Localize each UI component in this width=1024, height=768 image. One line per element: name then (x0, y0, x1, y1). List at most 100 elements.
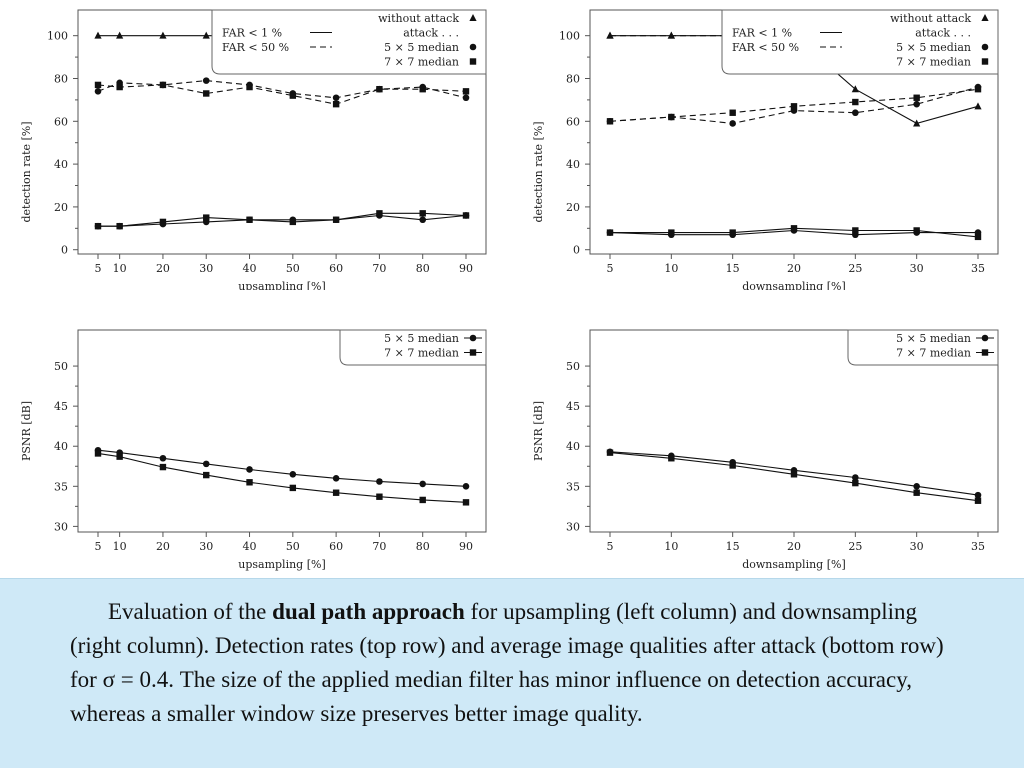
x-tick-label: 20 (787, 540, 801, 553)
data-point (419, 496, 426, 504)
x-axis-label: upsampling [%] (238, 558, 326, 571)
chart-svg: 30 35 40 45 50 5 10 20 30 40 50 60 70 80 90 upsampling … (20, 329, 487, 571)
series-3 (94, 212, 470, 230)
x-tick-label: 30 (910, 262, 924, 275)
x-tick-label: 20 (156, 262, 170, 275)
y-tick-label: 40 (54, 158, 68, 171)
x-tick-label: 5 (607, 540, 614, 553)
data-point (203, 471, 210, 479)
legend-far-label: FAR < 1 % (732, 27, 792, 40)
legend-far-label: FAR < 50 % (222, 41, 289, 54)
data-point (419, 85, 426, 93)
data-point (289, 470, 297, 478)
data-point (852, 474, 859, 481)
data-point (202, 31, 210, 39)
data-point (606, 229, 614, 236)
y-axis-label: detection rate [%] (20, 121, 33, 222)
x-tick-label: 10 (113, 540, 127, 553)
legend-label: 7 × 7 median (384, 56, 459, 69)
y-tick-label: 40 (566, 158, 580, 171)
x-tick-label: 10 (664, 540, 678, 553)
data-point (159, 454, 167, 462)
y-tick-label: 100 (559, 30, 580, 43)
data-point (913, 483, 920, 490)
x-tick-label: 70 (372, 262, 386, 275)
legend-far-label: FAR < 50 % (732, 41, 799, 54)
y-tick-label: 100 (47, 30, 68, 43)
legend: 5 × 5 median 7 × 7 median (847, 329, 999, 366)
data-point (851, 85, 859, 93)
y-tick-label: 80 (54, 72, 68, 85)
x-tick-label: 90 (459, 540, 473, 553)
legend-label: 5 × 5 median (384, 332, 459, 345)
series-line (98, 214, 467, 227)
x-tick-label: 80 (416, 540, 430, 553)
data-point (729, 120, 736, 127)
data-point (668, 455, 675, 462)
legend-label: 7 × 7 median (896, 347, 971, 360)
y-tick-label: 80 (566, 72, 580, 85)
x-tick-label: 35 (971, 262, 985, 275)
legend-label: without attack (378, 12, 459, 25)
data-point (668, 113, 675, 121)
data-point (332, 94, 340, 102)
chart-svg: 0 20 40 60 80 100 5 10 15 20 25 30 35 downsampling [%… (532, 9, 999, 290)
x-axis-label: upsampling [%] (238, 280, 326, 290)
data-point (159, 81, 167, 89)
data-point (376, 493, 383, 500)
legend-marker (469, 43, 477, 51)
series-line (98, 212, 467, 227)
y-tick-label: 0 (573, 244, 580, 257)
data-point (668, 229, 675, 236)
legend-marker (981, 349, 989, 356)
chart-svg: 30 35 40 45 50 5 10 15 20 25 30 35 downsampling [%] P… (532, 329, 999, 571)
data-point (116, 83, 123, 91)
data-point (729, 229, 736, 236)
data-point (246, 479, 253, 486)
caption-text-bold: dual path approach (272, 599, 465, 624)
y-tick-label: 45 (54, 400, 68, 413)
data-point (94, 450, 102, 457)
data-point (419, 480, 427, 488)
y-axis-label: detection rate [%] (532, 121, 545, 222)
y-tick-label: 40 (54, 440, 68, 453)
data-point (94, 222, 102, 230)
y-tick-label: 60 (566, 115, 580, 128)
legend: without attack attack . . . FAR < 1 % 5 × 5… (721, 9, 999, 75)
data-point (332, 474, 340, 482)
x-tick-label: 30 (910, 540, 924, 553)
y-tick-label: 60 (54, 115, 68, 128)
data-point (246, 466, 253, 473)
data-point (289, 92, 297, 99)
data-point (606, 118, 614, 125)
x-tick-label: 5 (95, 540, 102, 553)
data-point (606, 31, 614, 39)
x-tick-label: 30 (199, 540, 213, 553)
legend-marker (981, 43, 989, 51)
legend-marker (469, 58, 477, 65)
x-tick-label: 70 (372, 540, 386, 553)
data-point (419, 216, 427, 224)
y-tick-label: 20 (566, 201, 580, 214)
data-point (852, 227, 859, 234)
data-point (974, 102, 982, 110)
data-point (246, 83, 253, 91)
data-point (94, 81, 102, 89)
plot-frame (77, 329, 487, 533)
series-2 (94, 81, 470, 108)
legend-label: without attack (890, 12, 971, 25)
data-point (116, 453, 123, 460)
y-tick-label: 30 (54, 520, 68, 533)
x-tick-label: 25 (848, 262, 862, 275)
chart-svg: 0 20 40 60 80 100 5 10 20 30 40 50 60 70 80 90 upsamplin… (20, 9, 487, 290)
x-tick-label: 60 (329, 262, 343, 275)
data-point (913, 119, 921, 127)
data-point (332, 100, 340, 108)
x-tick-label: 90 (459, 262, 473, 275)
data-point (202, 77, 210, 84)
legend-marker (469, 334, 477, 342)
data-point (462, 94, 470, 102)
data-point (913, 227, 920, 234)
data-point (667, 31, 675, 39)
x-tick-label: 10 (113, 262, 127, 275)
